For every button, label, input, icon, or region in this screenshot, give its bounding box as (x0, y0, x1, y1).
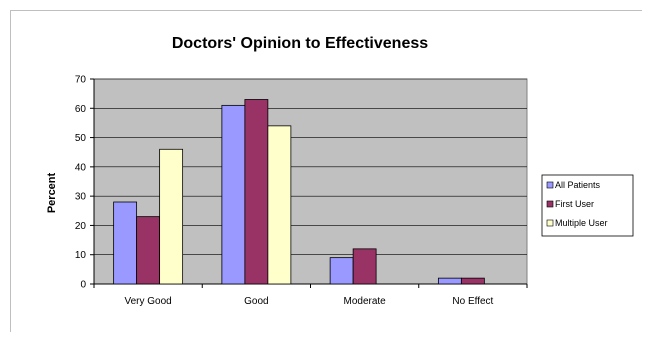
legend-box (541, 174, 634, 237)
y-tick-label: 20 (75, 221, 87, 232)
legend-entry: All Patients (555, 180, 601, 190)
legend-entry: First User (555, 199, 594, 209)
bar (113, 201, 138, 285)
bar (221, 104, 246, 285)
legend-entry: Multiple User (555, 218, 608, 228)
bar (244, 99, 269, 285)
y-tick-label: 60 (75, 104, 87, 115)
bar-chart: Doctors' Opinion to Effectiveness Percen… (46, 35, 634, 307)
bar (352, 248, 377, 285)
chart-frame: Doctors' Opinion to Effectiveness Percen… (10, 10, 642, 332)
x-tick-label: Good (244, 296, 268, 307)
plot-area: 0 10 20 30 40 50 60 70 Very Good Good Moderate No E… (75, 75, 528, 307)
y-tick-label: 0 (80, 280, 86, 291)
bar (136, 216, 161, 285)
legend: All Patients First User Multiple User (541, 174, 634, 237)
y-tick-label: 10 (75, 250, 87, 261)
y-tick-label: 70 (75, 75, 87, 86)
bar (267, 125, 292, 285)
y-tick-label: 50 (75, 133, 87, 144)
legend-swatch (546, 200, 554, 208)
x-tick-label: Moderate (344, 296, 387, 307)
chart-title: Doctors' Opinion to Effectiveness (172, 35, 428, 52)
y-tick-label: 30 (75, 192, 87, 203)
x-tick-label: Very Good (124, 296, 171, 307)
y-tick-label: 40 (75, 162, 87, 173)
legend-swatch (546, 181, 554, 189)
bar (159, 148, 184, 285)
y-axis-label: Percent (46, 172, 58, 213)
bar (329, 257, 354, 285)
bar (437, 277, 462, 285)
x-tick-label: No Effect (452, 296, 493, 307)
legend-swatch (546, 219, 554, 227)
bar (460, 277, 485, 285)
